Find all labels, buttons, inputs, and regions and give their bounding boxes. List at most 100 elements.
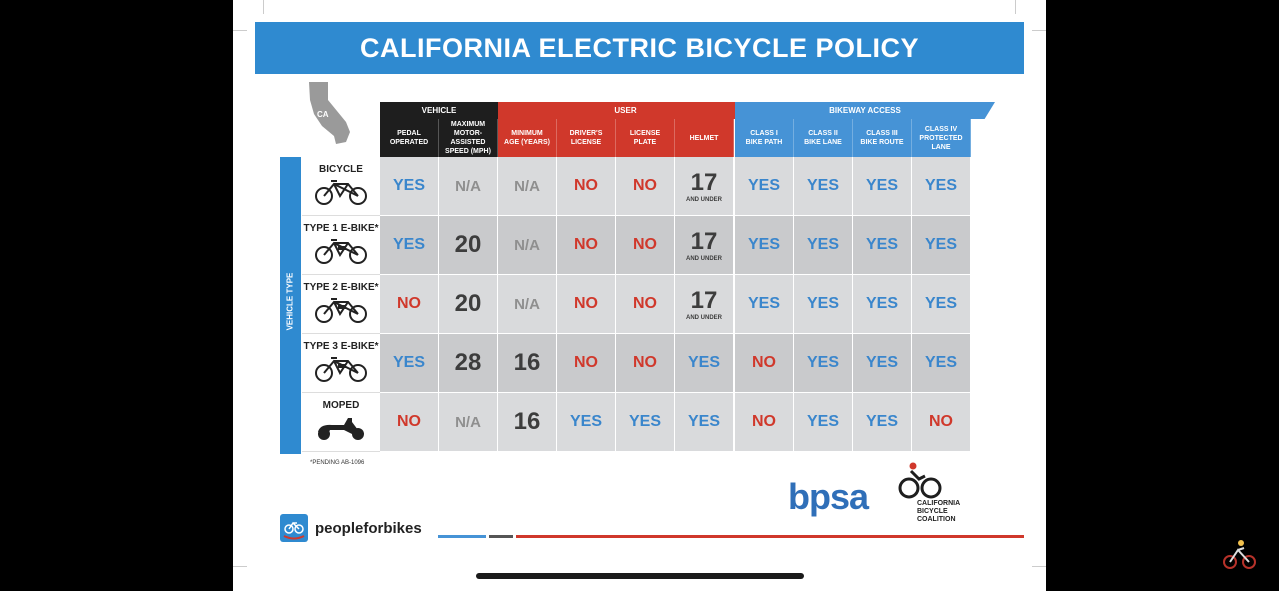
stripe-red — [516, 535, 1024, 538]
cbc-cyclist-icon — [898, 462, 942, 499]
table-cell: NO — [912, 393, 971, 452]
table-cell: NO — [616, 275, 675, 334]
table-cell: YES — [853, 216, 912, 275]
table-cell: 16 — [498, 334, 557, 393]
table-cell: 16 — [498, 393, 557, 452]
cell-value: YES — [806, 236, 839, 253]
cell-value: NO — [633, 295, 657, 312]
vehicle-name: TYPE 3 E-BIKE* — [303, 341, 379, 352]
table-cell: YES — [794, 334, 853, 393]
table-cell: YES — [794, 216, 853, 275]
stripe-gray — [489, 535, 513, 538]
vehicle-name: BICYCLE — [319, 164, 363, 175]
table-cell: YES — [380, 157, 439, 216]
cell-value: NO — [574, 295, 598, 312]
vehicle-name: TYPE 2 E-BIKE* — [303, 282, 379, 293]
cell-value: YES — [865, 354, 898, 371]
table-cell: YES — [735, 216, 794, 275]
cell-value: YES — [865, 177, 898, 194]
cell-value: 28 — [454, 349, 482, 376]
table-cell: YES — [735, 157, 794, 216]
crop-mark — [263, 0, 264, 14]
cell-value: NO — [929, 413, 953, 430]
table-cell: 20 — [439, 216, 498, 275]
table-cell: YES — [794, 275, 853, 334]
column-header: LICENSE PLATE — [616, 119, 675, 157]
table-cell: NO — [735, 334, 794, 393]
cell-value: NO — [397, 413, 421, 430]
peopleforbikes-text: peopleforbikes — [315, 519, 422, 537]
table-cell: NO — [557, 275, 616, 334]
peopleforbikes-bike-icon — [280, 514, 308, 542]
moped-icon — [318, 418, 364, 440]
cell-value: YES — [924, 177, 957, 194]
cell-value: YES — [569, 413, 602, 430]
vehicle-name: TYPE 1 E-BIKE* — [303, 223, 379, 234]
cell-value: YES — [392, 354, 425, 371]
cell-value: 17 — [690, 286, 718, 314]
cell-value: YES — [747, 295, 780, 312]
table-cell: NO — [735, 393, 794, 452]
cell-value: N/A — [455, 413, 481, 431]
cell-value: YES — [924, 354, 957, 371]
group-header-user: USER — [498, 102, 753, 119]
bpsa-logo: bpsa — [788, 476, 869, 517]
column-header: CLASS III BIKE ROUTE — [853, 119, 912, 157]
table-cell: YES — [853, 275, 912, 334]
vehicle-row-label: TYPE 2 E-BIKE* — [302, 275, 380, 334]
cell-value: N/A — [514, 177, 540, 195]
crop-mark — [1032, 566, 1046, 567]
cell-value: N/A — [455, 177, 481, 195]
table-cell: YES — [675, 393, 734, 452]
cell-value: 20 — [454, 231, 482, 258]
cbc-logo-text: CALIFORNIA BICYCLE COALITION — [917, 500, 961, 523]
cell-value: 17 — [690, 168, 718, 196]
cell-value: NO — [574, 177, 598, 194]
group-header-bikeway: BIKEWAY ACCESS — [735, 102, 995, 119]
policy-document: CALIFORNIA ELECTRIC BICYCLE POLICY CA VE… — [233, 0, 1046, 591]
cell-value: YES — [806, 177, 839, 194]
column-header: MAXIMUM MOTOR-ASSISTED SPEED (MPH) — [439, 119, 498, 157]
column-header: CLASS IV PROTECTED LANE — [912, 119, 971, 157]
home-indicator[interactable] — [476, 573, 804, 579]
table-cell: YES — [380, 334, 439, 393]
table-cell: 20 — [439, 275, 498, 334]
vehicle-type-sidebar: VEHICLE TYPE — [280, 157, 301, 454]
peopleforbikes-logo: peopleforbikes — [280, 514, 422, 542]
channel-watermark-icon — [1223, 540, 1256, 569]
table-cell: N/A — [498, 275, 557, 334]
cell-value: N/A — [514, 236, 540, 254]
footnote: *PENDING AB-1096 — [310, 460, 365, 466]
cell-value: NO — [397, 295, 421, 312]
cell-value: YES — [687, 413, 720, 430]
table-cell: 28 — [439, 334, 498, 393]
table-cell: 17 AND UNDER — [675, 275, 734, 334]
page-title: CALIFORNIA ELECTRIC BICYCLE POLICY — [255, 22, 1024, 74]
ebike-icon — [315, 298, 367, 323]
table-cell: NO — [616, 334, 675, 393]
cell-value: NO — [752, 413, 776, 430]
table-cell: YES — [853, 334, 912, 393]
vehicle-row-label: MOPED — [302, 393, 380, 452]
table-cell: NO — [380, 393, 439, 452]
column-header: HELMET — [675, 119, 734, 157]
cell-value: YES — [924, 236, 957, 253]
california-map-icon: CA — [309, 82, 350, 144]
cell-value: 17 — [690, 227, 718, 255]
table-cell: YES — [853, 157, 912, 216]
crop-mark — [233, 566, 247, 567]
bicycle-icon — [315, 180, 367, 205]
cell-value: YES — [806, 354, 839, 371]
vehicle-row-label: BICYCLE — [302, 157, 380, 216]
table-cell: YES — [557, 393, 616, 452]
ebike-icon — [315, 357, 367, 382]
cell-value: YES — [924, 295, 957, 312]
cell-value: NO — [633, 177, 657, 194]
column-header: PEDAL OPERATED — [380, 119, 439, 157]
cell-value: 16 — [513, 408, 541, 435]
cell-value: YES — [806, 413, 839, 430]
map-label: CA — [317, 110, 329, 119]
table-cell: NO — [557, 334, 616, 393]
cell-value: YES — [392, 177, 425, 194]
table-cell: YES — [853, 393, 912, 452]
